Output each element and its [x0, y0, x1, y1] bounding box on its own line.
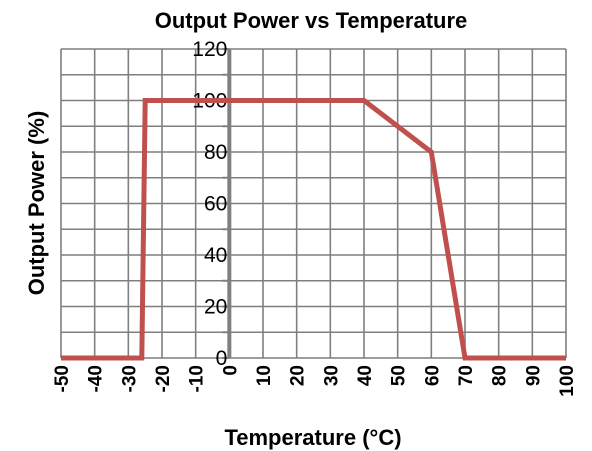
- series: [61, 98, 566, 361]
- x-tick-label: 90: [523, 365, 544, 386]
- x-tick-label: -50: [52, 365, 73, 392]
- x-tick-label: 40: [355, 365, 376, 386]
- x-tick-label: 100: [557, 365, 578, 397]
- x-tick-label: -40: [86, 365, 107, 392]
- x-tick-label: 30: [321, 365, 342, 386]
- x-tick-labels: -50 -40 -30 -20 -10 0 10 20 30 40 50 60 70 80 90 100: [52, 365, 578, 397]
- grid: [60, 48, 567, 359]
- x-tick-label: 60: [422, 365, 443, 386]
- y-tick-label: 40: [204, 244, 227, 267]
- y-axis-label: Output Power (%): [24, 111, 49, 296]
- y-tick-label: 60: [204, 193, 227, 216]
- y-tick-label: 20: [204, 296, 227, 319]
- x-tick-label: 80: [490, 365, 511, 386]
- x-tick-label: 50: [389, 365, 410, 386]
- x-tick-label: 20: [288, 365, 309, 386]
- x-tick-label: -30: [119, 365, 140, 392]
- series-line: [61, 98, 566, 361]
- y-tick-label: 120: [192, 38, 227, 61]
- x-tick-label: -20: [153, 365, 174, 392]
- y-tick-label: 0: [216, 347, 228, 370]
- y-tick-label: 80: [204, 141, 227, 164]
- x-tick-label: -10: [187, 365, 208, 392]
- chart-title: Output Power vs Temperature: [155, 8, 468, 33]
- x-axis-label: Temperature (°C): [224, 425, 401, 450]
- x-tick-label: 70: [456, 365, 477, 386]
- x-tick-label: 0: [220, 365, 241, 376]
- x-tick-label: 10: [254, 365, 275, 386]
